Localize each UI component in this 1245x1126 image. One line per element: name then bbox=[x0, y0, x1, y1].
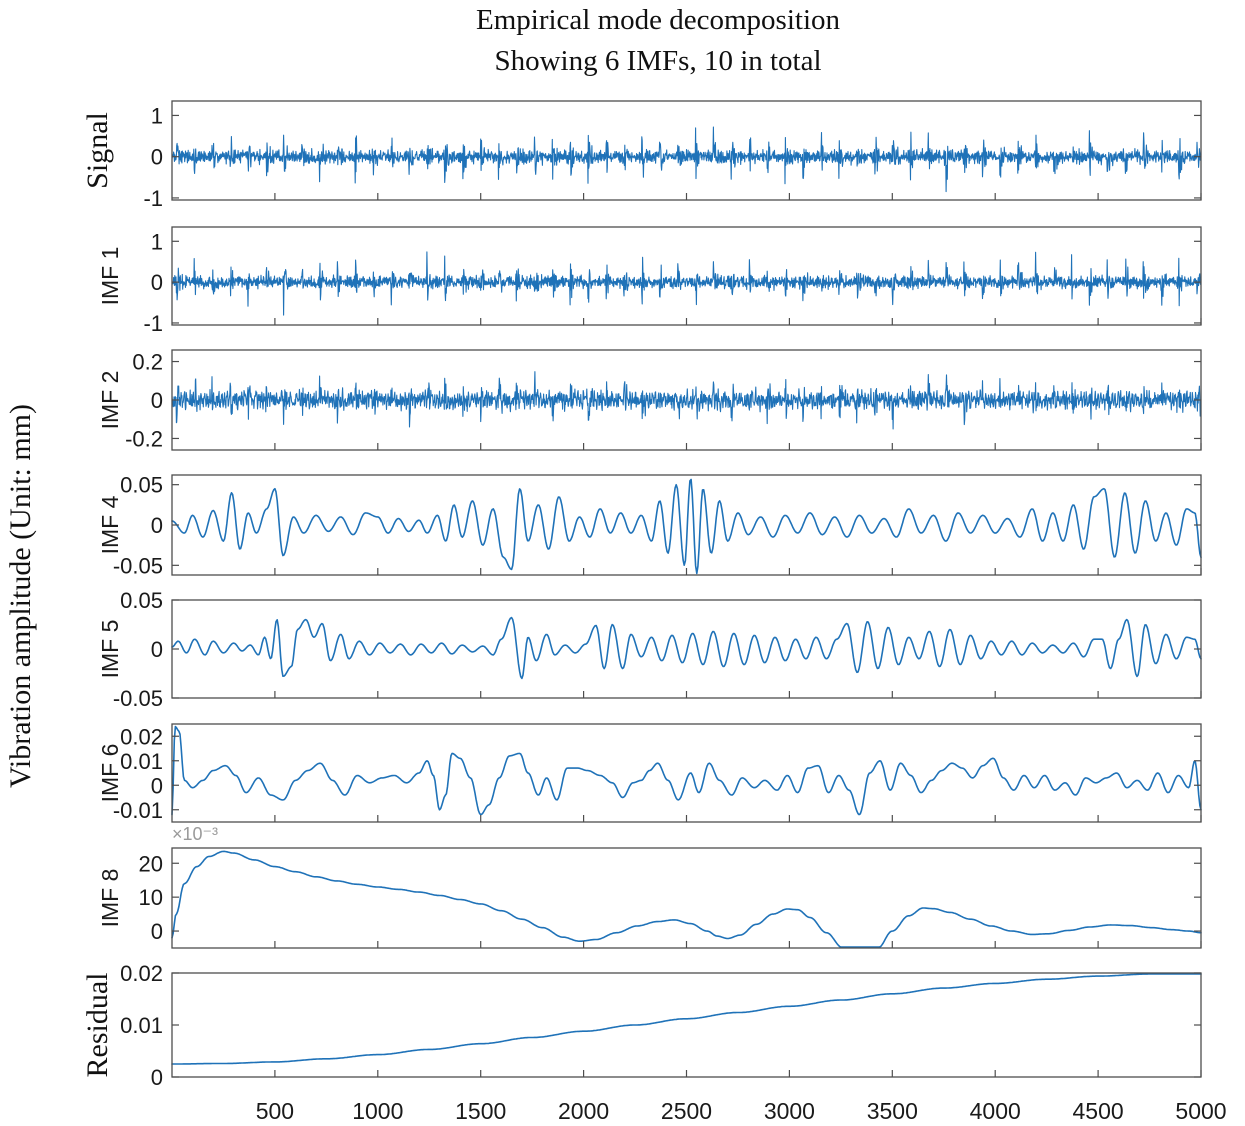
y-tick-label-imf-6: 0 bbox=[151, 773, 163, 798]
panel-imf-1: 1 0 -1 IMF 1 bbox=[97, 226, 1202, 336]
x-tick-label: 500 bbox=[256, 1098, 294, 1124]
axes-box-imf-4 bbox=[171, 474, 1202, 576]
panel-residual: 0.02 0.01 0 Residual bbox=[81, 961, 1202, 1090]
x-tick-label: 2000 bbox=[558, 1098, 609, 1124]
y-tick-label-imf-1: -1 bbox=[143, 311, 163, 336]
x-tick-label: 1500 bbox=[455, 1098, 506, 1124]
chart-title: Empirical mode decomposition bbox=[476, 4, 841, 36]
y-tick-label-imf-8: 10 bbox=[139, 885, 163, 910]
panel-label-imf-1: IMF 1 bbox=[97, 247, 123, 306]
x-tick-label: 2500 bbox=[661, 1098, 712, 1124]
shared-y-axis-label: Vibration amplitude (Unit: mm) bbox=[4, 404, 37, 788]
y-tick-label-imf-5: 0 bbox=[151, 637, 163, 662]
y-tick-label-imf-4: -0.05 bbox=[113, 553, 163, 578]
y-tick-label-signal: 0 bbox=[151, 145, 163, 170]
y-tick-label-imf-6: 0.01 bbox=[120, 749, 163, 774]
axes-box-residual bbox=[171, 972, 1202, 1078]
panel-label-imf-8: IMF 8 bbox=[97, 869, 123, 928]
axes-box-imf-1 bbox=[171, 226, 1202, 326]
exponent-label-imf-8: ×10⁻³ bbox=[172, 824, 218, 844]
y-tick-label-imf-4: 0 bbox=[151, 513, 163, 538]
panel-label-imf-4: IMF 4 bbox=[97, 495, 123, 554]
y-tick-label-imf-6: 0.02 bbox=[120, 724, 163, 749]
y-tick-label-signal: -1 bbox=[143, 186, 163, 211]
y-tick-label-imf-5: 0.05 bbox=[120, 588, 163, 613]
x-tick-label: 1000 bbox=[352, 1098, 403, 1124]
x-tick-label: 4500 bbox=[1073, 1098, 1124, 1124]
series-line-imf-4 bbox=[171, 478, 1202, 575]
x-tick-label: 3500 bbox=[867, 1098, 918, 1124]
x-tick-label: 3000 bbox=[764, 1098, 815, 1124]
panel-signal: 1 0 -1 Signal bbox=[81, 100, 1202, 211]
y-tick-label-imf-2: 0.2 bbox=[132, 350, 163, 375]
y-tick-label-residual: 0.02 bbox=[120, 961, 163, 986]
series-line-signal bbox=[171, 126, 1202, 193]
series-line-imf-5 bbox=[171, 616, 1202, 680]
y-tick-label-residual: 0 bbox=[151, 1065, 163, 1090]
panel-imf-8: 20 10 0 IMF 8 ×10⁻³ bbox=[97, 824, 1202, 949]
y-tick-label-imf-2: -0.2 bbox=[125, 426, 163, 451]
series-line-imf-1 bbox=[171, 251, 1202, 316]
series-line-imf-8 bbox=[171, 850, 1202, 948]
panel-label-imf-2: IMF 2 bbox=[97, 371, 123, 430]
y-tick-label-imf-1: 1 bbox=[151, 229, 163, 254]
series-line-imf-2 bbox=[171, 371, 1202, 430]
panel-label-imf-6: IMF 6 bbox=[97, 744, 123, 803]
panel-label-imf-5: IMF 5 bbox=[97, 620, 123, 679]
x-tick-label: 5000 bbox=[1175, 1098, 1226, 1124]
series-line-imf-6 bbox=[171, 725, 1202, 816]
y-tick-label-signal: 1 bbox=[151, 103, 163, 128]
chart-subtitle: Showing 6 IMFs, 10 in total bbox=[494, 45, 821, 77]
y-tick-label-residual: 0.01 bbox=[120, 1013, 163, 1038]
panel-imf-5: 0.05 0 -0.05 IMF 5 bbox=[97, 588, 1202, 711]
y-tick-label-imf-1: 0 bbox=[151, 270, 163, 295]
series-line-residual bbox=[171, 973, 1202, 1065]
y-tick-label-imf-6: -0.01 bbox=[113, 798, 163, 823]
y-tick-label-imf-4: 0.05 bbox=[120, 473, 163, 498]
panel-label-residual: Residual bbox=[81, 973, 114, 1078]
y-tick-label-imf-8: 20 bbox=[139, 851, 163, 876]
y-tick-label-imf-8: 0 bbox=[151, 919, 163, 944]
x-axis: 500 1000 1500 2000 2500 3000 3500 4000 4500 5000 bbox=[256, 193, 1227, 1124]
panel-label-signal: Signal bbox=[81, 112, 114, 189]
y-tick-label-imf-2: 0 bbox=[151, 388, 163, 413]
x-tick-label: 4000 bbox=[970, 1098, 1021, 1124]
y-tick-label-imf-5: -0.05 bbox=[113, 686, 163, 711]
